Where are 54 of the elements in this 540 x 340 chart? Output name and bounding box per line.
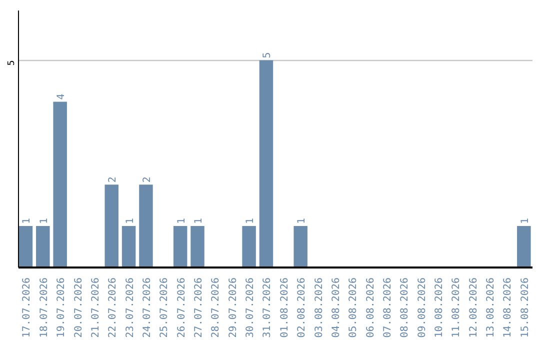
bar (517, 226, 531, 268)
bar (36, 226, 50, 268)
data-label: 1 (124, 218, 136, 224)
x-tick-label: 23.07.2026 (124, 277, 136, 338)
data-label: 1 (245, 218, 256, 224)
x-tick-label: 19.07.2026 (56, 277, 68, 338)
data-label: 1 (22, 218, 33, 224)
x-tick-label: 04.08.2026 (330, 277, 342, 338)
x-tick-label: 22.07.2026 (108, 277, 119, 338)
x-tick-label: 13.08.2026 (486, 277, 497, 338)
bar (259, 60, 274, 268)
x-tick-label: 11.08.2026 (451, 277, 462, 338)
bar (190, 226, 204, 268)
bar (242, 226, 256, 268)
x-tick-label: 10.08.2026 (434, 277, 446, 338)
data-label: 2 (108, 176, 119, 183)
x-tick-label: 05.08.2026 (348, 277, 360, 338)
data-label: 5 (262, 52, 274, 58)
bar (139, 184, 153, 268)
x-tick-label: 14.08.2026 (502, 277, 514, 338)
x-tick-label: 20.07.2026 (73, 277, 84, 338)
x-tick-label: 27.07.2026 (194, 277, 205, 338)
x-tick-label: 09.08.2026 (416, 277, 428, 338)
bar (53, 102, 67, 268)
x-tick-label: 26.07.2026 (176, 277, 188, 338)
data-label: 4 (56, 94, 68, 100)
x-tick-label: 01.08.2026 (279, 277, 290, 338)
data-label: 2 (142, 176, 153, 183)
bar (122, 226, 136, 268)
bar (173, 226, 188, 268)
x-tick-label: 18.07.2026 (38, 277, 50, 338)
x-tick-label: 21.07.2026 (90, 277, 102, 338)
bar (294, 226, 308, 268)
x-tick-label: 06.08.2026 (365, 277, 376, 338)
x-tick-label: 30.07.2026 (245, 277, 256, 338)
bar (18, 226, 33, 268)
data-label: 1 (38, 218, 50, 224)
data-label: 1 (176, 218, 188, 224)
x-tick-label: 25.07.2026 (159, 277, 170, 338)
x-tick-label: 07.08.2026 (382, 277, 394, 338)
x-tick-label: 31.07.2026 (262, 277, 274, 338)
x-tick-label: 02.08.2026 (296, 277, 308, 338)
data-label: 1 (296, 218, 308, 224)
x-tick-label: 28.07.2026 (210, 277, 222, 338)
data-label: 1 (194, 218, 205, 224)
x-tick-label: 03.08.2026 (314, 277, 325, 338)
bar (104, 184, 118, 268)
x-tick-label: 24.07.2026 (142, 277, 153, 338)
x-tick-label: 12.08.2026 (468, 277, 480, 338)
x-tick-label: 08.08.2026 (400, 277, 411, 338)
x-tick-label: 15.08.2026 (520, 277, 531, 338)
x-tick-label: 29.07.2026 (228, 277, 239, 338)
data-label: 1 (520, 218, 531, 224)
x-tick-label: 17.07.2026 (22, 277, 33, 338)
